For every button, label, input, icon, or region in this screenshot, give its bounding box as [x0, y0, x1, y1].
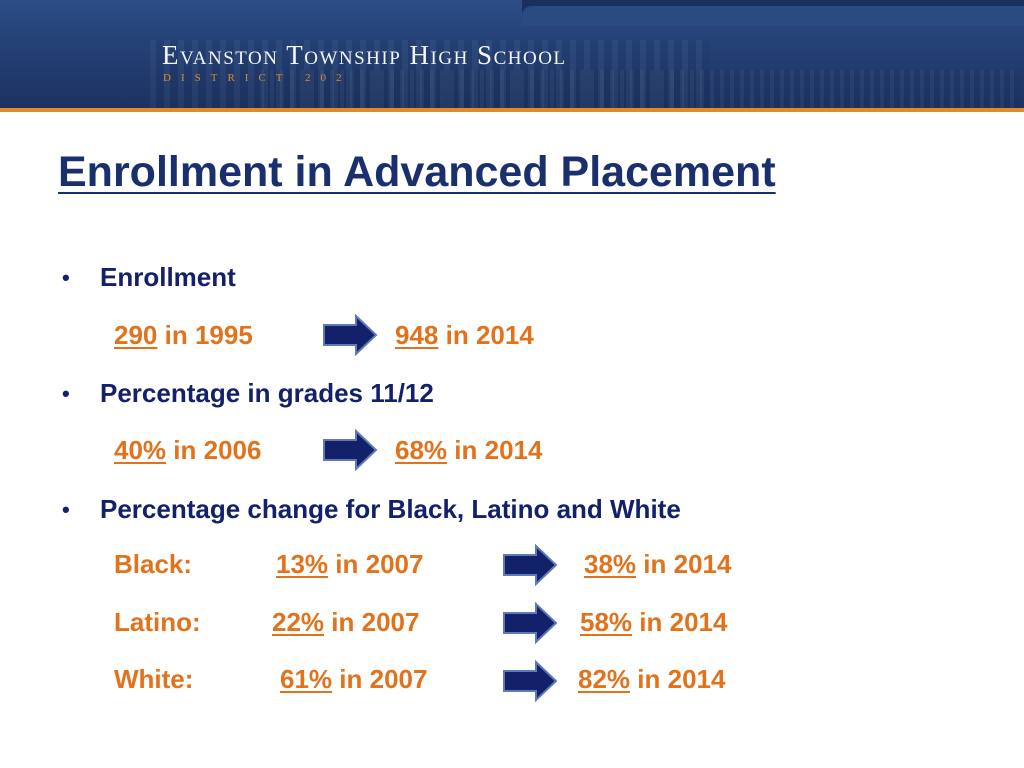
black-to-text: in 2014	[643, 549, 732, 579]
section-heading-change: Percentage change for Black, Latino and …	[100, 494, 681, 524]
right-arrow-icon	[323, 429, 378, 471]
latino-to: 58% in 2014	[580, 607, 727, 638]
bullet-icon: •	[62, 265, 70, 290]
right-arrow-icon	[323, 314, 378, 356]
right-arrow-icon	[503, 602, 558, 644]
enrollment-to-text: in 2014	[445, 320, 534, 350]
enrollment-to: 948 in 2014	[395, 320, 534, 351]
grades-from: 40% in 2006	[114, 435, 261, 466]
right-arrow-icon	[503, 544, 558, 586]
enrollment-from-value: 290	[114, 320, 158, 350]
slide-title: Enrollment in Advanced Placement	[58, 148, 776, 196]
school-name: Evanston Township High School	[162, 40, 567, 70]
grades-to-text: in 2014	[454, 435, 543, 465]
white-to-text: in 2014	[637, 664, 726, 694]
white-from-value: 61%	[280, 664, 333, 694]
enrollment-to-value: 948	[395, 320, 439, 350]
grades-to: 68% in 2014	[395, 435, 542, 466]
black-to: 38% in 2014	[584, 549, 731, 580]
grades-to-value: 68%	[395, 435, 448, 465]
section-heading-grades: Percentage in grades 11/12	[100, 378, 434, 408]
enrollment-from-text: in 1995	[164, 320, 253, 350]
latino-from-value: 22%	[272, 607, 325, 637]
black-from: 13% in 2007	[276, 549, 423, 580]
row-label-white: White:	[114, 664, 194, 694]
district-label: DISTRICT 202	[163, 72, 352, 84]
white-from: 61% in 2007	[280, 664, 427, 695]
row-label-black: Black:	[114, 549, 193, 579]
header-banner: Evanston Township High School DISTRICT 2…	[0, 0, 1024, 112]
white-to-value: 82%	[578, 664, 631, 694]
bullet-icon: •	[62, 497, 70, 522]
white-to: 82% in 2014	[578, 664, 725, 695]
black-from-text: in 2007	[335, 549, 424, 579]
white-from-text: in 2007	[339, 664, 428, 694]
campus-image	[150, 40, 710, 112]
right-arrow-icon	[503, 660, 558, 702]
latino-to-value: 58%	[580, 607, 633, 637]
row-label-latino: Latino:	[114, 607, 201, 637]
bullet-icon: •	[62, 381, 70, 406]
black-to-value: 38%	[584, 549, 637, 579]
black-from-value: 13%	[276, 549, 329, 579]
enrollment-from: 290 in 1995	[114, 320, 253, 351]
grades-from-value: 40%	[114, 435, 167, 465]
latino-from: 22% in 2007	[272, 607, 419, 638]
grades-from-text: in 2006	[173, 435, 262, 465]
latino-to-text: in 2014	[639, 607, 728, 637]
latino-from-text: in 2007	[331, 607, 420, 637]
section-heading-enrollment: Enrollment	[100, 262, 236, 292]
